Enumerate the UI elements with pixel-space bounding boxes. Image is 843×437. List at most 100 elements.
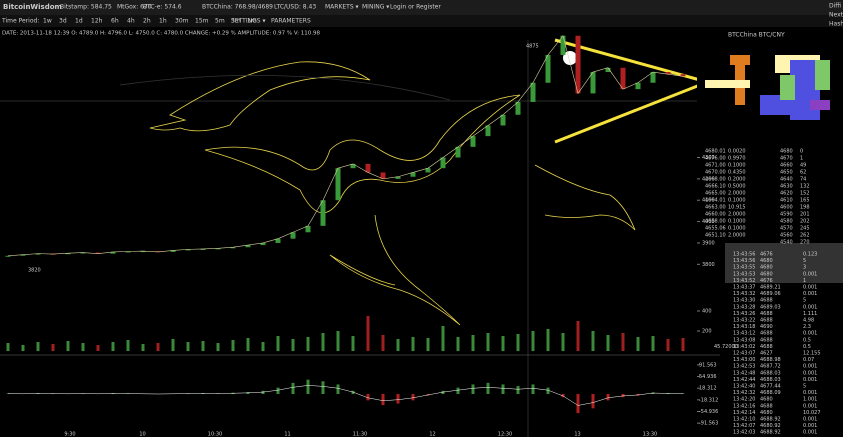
trade-amount: 1 xyxy=(803,278,806,284)
candle xyxy=(80,252,86,254)
volume-bar xyxy=(231,340,235,351)
volume-bar xyxy=(531,331,535,351)
candle xyxy=(275,238,281,243)
scribble xyxy=(149,61,371,132)
ask-amount: 0.1000 xyxy=(728,219,746,225)
trade-price: 4680 xyxy=(760,271,773,277)
period-button: 4h xyxy=(127,18,135,25)
macd-bar xyxy=(546,387,550,394)
y-tick-label: 3800 xyxy=(702,262,715,268)
volume-bar xyxy=(156,343,160,351)
volume-bar xyxy=(321,333,325,351)
high-label: 4875 xyxy=(526,44,539,50)
y-tick-label: 3900 xyxy=(702,240,715,246)
macd-bar xyxy=(366,394,370,401)
candle xyxy=(290,232,296,239)
y-tick-label: 4000 xyxy=(702,219,715,225)
candle xyxy=(605,67,611,73)
trade-amount: 0.001 xyxy=(803,423,817,429)
candle xyxy=(65,253,71,255)
candle xyxy=(620,67,626,90)
volume-bar xyxy=(576,321,580,351)
depth-amount: 165 xyxy=(800,198,810,204)
volume-bar xyxy=(471,335,475,351)
macd-bar xyxy=(306,379,310,394)
volume-bar xyxy=(351,336,355,351)
ask-price: 4666.10 xyxy=(705,184,726,190)
candle xyxy=(260,242,266,246)
volume-bar xyxy=(6,343,10,351)
ask-amount: 0.1000 xyxy=(728,163,746,169)
art-block xyxy=(810,100,830,110)
trade-amount: 1.111 xyxy=(803,311,817,317)
candle xyxy=(575,35,581,94)
menu[interactable]: MINING ▾ xyxy=(362,4,389,11)
trade-time: 13:43:26 xyxy=(733,311,755,317)
menu[interactable]: MARKETS ▾ xyxy=(325,4,359,11)
trade-price: 4688 xyxy=(760,337,773,343)
depth-price: 4670 xyxy=(780,156,793,162)
macd-tick-label: 18.312 xyxy=(699,386,717,392)
depth-price: 4660 xyxy=(780,163,793,169)
trade-price: 4688 xyxy=(760,318,773,324)
candle xyxy=(35,253,41,255)
depth-price: 4630 xyxy=(780,184,793,190)
period-button: 1d xyxy=(75,18,83,25)
volume-bar xyxy=(381,335,385,351)
depth-price: 4600 xyxy=(780,205,793,211)
trade-amount: 10.027 xyxy=(803,410,821,416)
ask-price: 4660.00 xyxy=(705,212,726,218)
volume-bar xyxy=(66,341,70,351)
candle xyxy=(425,168,431,173)
depth-price: 4540 xyxy=(780,240,793,246)
volume-bar xyxy=(546,329,550,351)
candle xyxy=(515,101,521,115)
ticker: LTC/USD: 8.43 xyxy=(274,4,316,11)
trade-highlight xyxy=(725,243,843,283)
price-line xyxy=(7,35,684,257)
period-button: 3d xyxy=(59,18,67,25)
ohlc-info: DATE: 2013-11-18 12:39 O: 4789.0 H: 4796… xyxy=(2,31,320,37)
depth-amount: 201 xyxy=(800,212,810,218)
volume-bar xyxy=(621,333,625,351)
trade-amount: 0.001 xyxy=(803,430,817,436)
volume-bar xyxy=(561,333,565,351)
trade-amount: 0.123 xyxy=(803,252,817,258)
volume-bar xyxy=(291,339,295,351)
ask-amount: 0.1000 xyxy=(728,198,746,204)
candle xyxy=(500,114,506,126)
trade-price: 4688.09 xyxy=(760,390,781,396)
candle xyxy=(350,163,356,169)
period-button: 3m xyxy=(231,18,241,25)
ask-amount: 0.4350 xyxy=(728,170,746,176)
volume-bar xyxy=(486,333,490,351)
art-block xyxy=(705,80,750,88)
trade-time: 13:43:02 xyxy=(733,344,755,350)
candle xyxy=(455,146,461,158)
trade-price: 4687.72 xyxy=(760,364,781,370)
volume-bar xyxy=(666,339,670,351)
volume-marker-bg xyxy=(712,343,742,350)
macd-tick-label: 91.563 xyxy=(699,362,717,368)
macd-tick-label: -91.563 xyxy=(699,421,718,427)
side-label: Diffi xyxy=(829,3,841,10)
ticker: Bitstamp: 584.75 xyxy=(60,4,112,11)
ask-price: 4676.00 xyxy=(705,156,726,162)
candle xyxy=(560,35,566,55)
trade-amount: 0.001 xyxy=(803,403,817,409)
depth-amount: 152 xyxy=(800,191,810,197)
trade-amount: 0.5 xyxy=(803,344,811,350)
volume-marker: 45.72000 xyxy=(714,344,738,350)
trade-amount: 0.001 xyxy=(803,304,817,310)
candle xyxy=(95,252,101,254)
depth-price: 4640 xyxy=(780,177,793,183)
ticker: MtGox: 670 xyxy=(117,4,152,11)
candle xyxy=(380,172,386,179)
trade-amount: 12.155 xyxy=(803,351,821,357)
trade-amount: 5 xyxy=(803,258,806,264)
volume-bar xyxy=(306,337,310,351)
volume-bar xyxy=(396,339,400,351)
volume-bar xyxy=(681,338,685,351)
settings-menu: SETTINGS ▾ xyxy=(231,18,265,25)
trade-price: 4688.98 xyxy=(760,357,781,363)
